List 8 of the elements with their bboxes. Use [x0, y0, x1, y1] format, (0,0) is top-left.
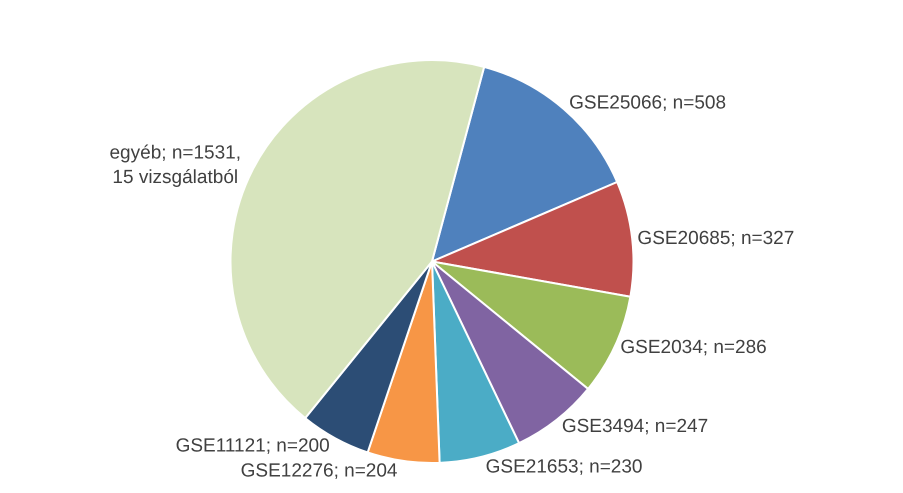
slice-label: GSE21653; n=230: [486, 456, 643, 478]
slice-label: GSE25066; n=508: [569, 92, 726, 114]
slice-label: GSE20685; n=327: [637, 228, 794, 249]
slice-label: egyéb; n=1531, 15 vizsgálatból: [109, 142, 242, 188]
slice-label: GSE2034; n=286: [620, 336, 767, 358]
slice-label: GSE11121; n=200: [176, 436, 330, 457]
slice-label: GSE3494; n=247: [562, 416, 708, 437]
slice-label: GSE12276; n=204: [240, 460, 398, 482]
